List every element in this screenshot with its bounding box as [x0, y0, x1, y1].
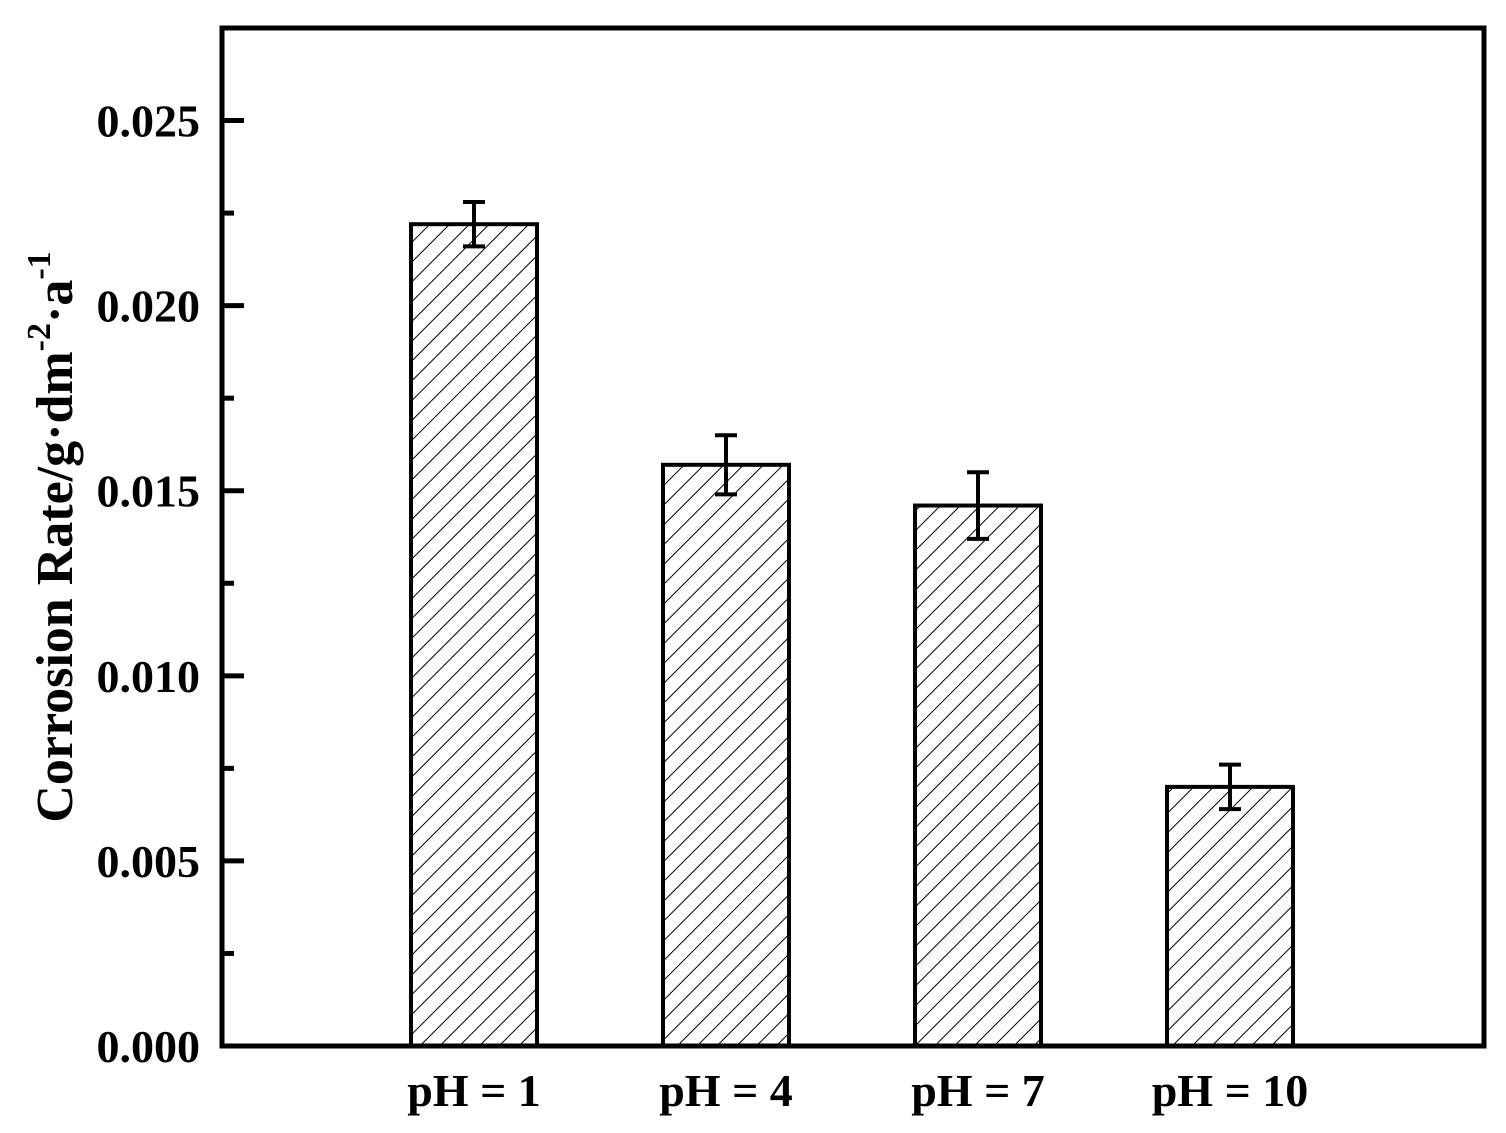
x-tick-label: pH = 7: [911, 1065, 1045, 1116]
y-tick-label: 0.020: [97, 281, 201, 332]
error-bar-2: [715, 433, 737, 497]
error-bars-layer: [463, 199, 1241, 812]
bars-layer: [409, 222, 1295, 1049]
y-axis-title-base: Corrosion Rate/g·dm: [27, 351, 84, 822]
y-axis-title-mid: ·a: [27, 280, 84, 323]
error-bar-1: [463, 199, 485, 249]
x-axis-tick-labels: pH = 1 pH = 4 pH = 7 pH = 10: [407, 1065, 1308, 1116]
error-bar-3: [967, 470, 989, 541]
plot-frame: [219, 25, 1487, 1049]
x-tick-label: pH = 4: [659, 1065, 793, 1116]
y-axis-title-sup2: -1: [21, 251, 58, 279]
y-tick-label: 0.005: [97, 836, 201, 887]
y-tick-label: 0.015: [97, 466, 201, 517]
x-tick-label: pH = 10: [1152, 1065, 1309, 1116]
x-tick-label: pH = 1: [407, 1065, 541, 1116]
bar-3: [913, 503, 1043, 1048]
y-axis-title: Corrosion Rate/g·dm-2·a-1: [21, 251, 84, 822]
y-axis-title-sup1: -2: [21, 323, 58, 351]
y-axis-ticks: [222, 118, 244, 1049]
y-tick-label: 0.000: [97, 1021, 201, 1072]
y-tick-label: 0.010: [97, 651, 201, 702]
bar-4: [1165, 784, 1295, 1048]
y-axis-tick-labels: 0.000 0.005 0.010 0.015 0.020 0.025: [97, 96, 201, 1072]
bar-1: [409, 222, 539, 1049]
y-tick-label: 0.025: [97, 96, 201, 147]
bar-2: [661, 462, 791, 1048]
error-bar-4: [1219, 762, 1241, 812]
